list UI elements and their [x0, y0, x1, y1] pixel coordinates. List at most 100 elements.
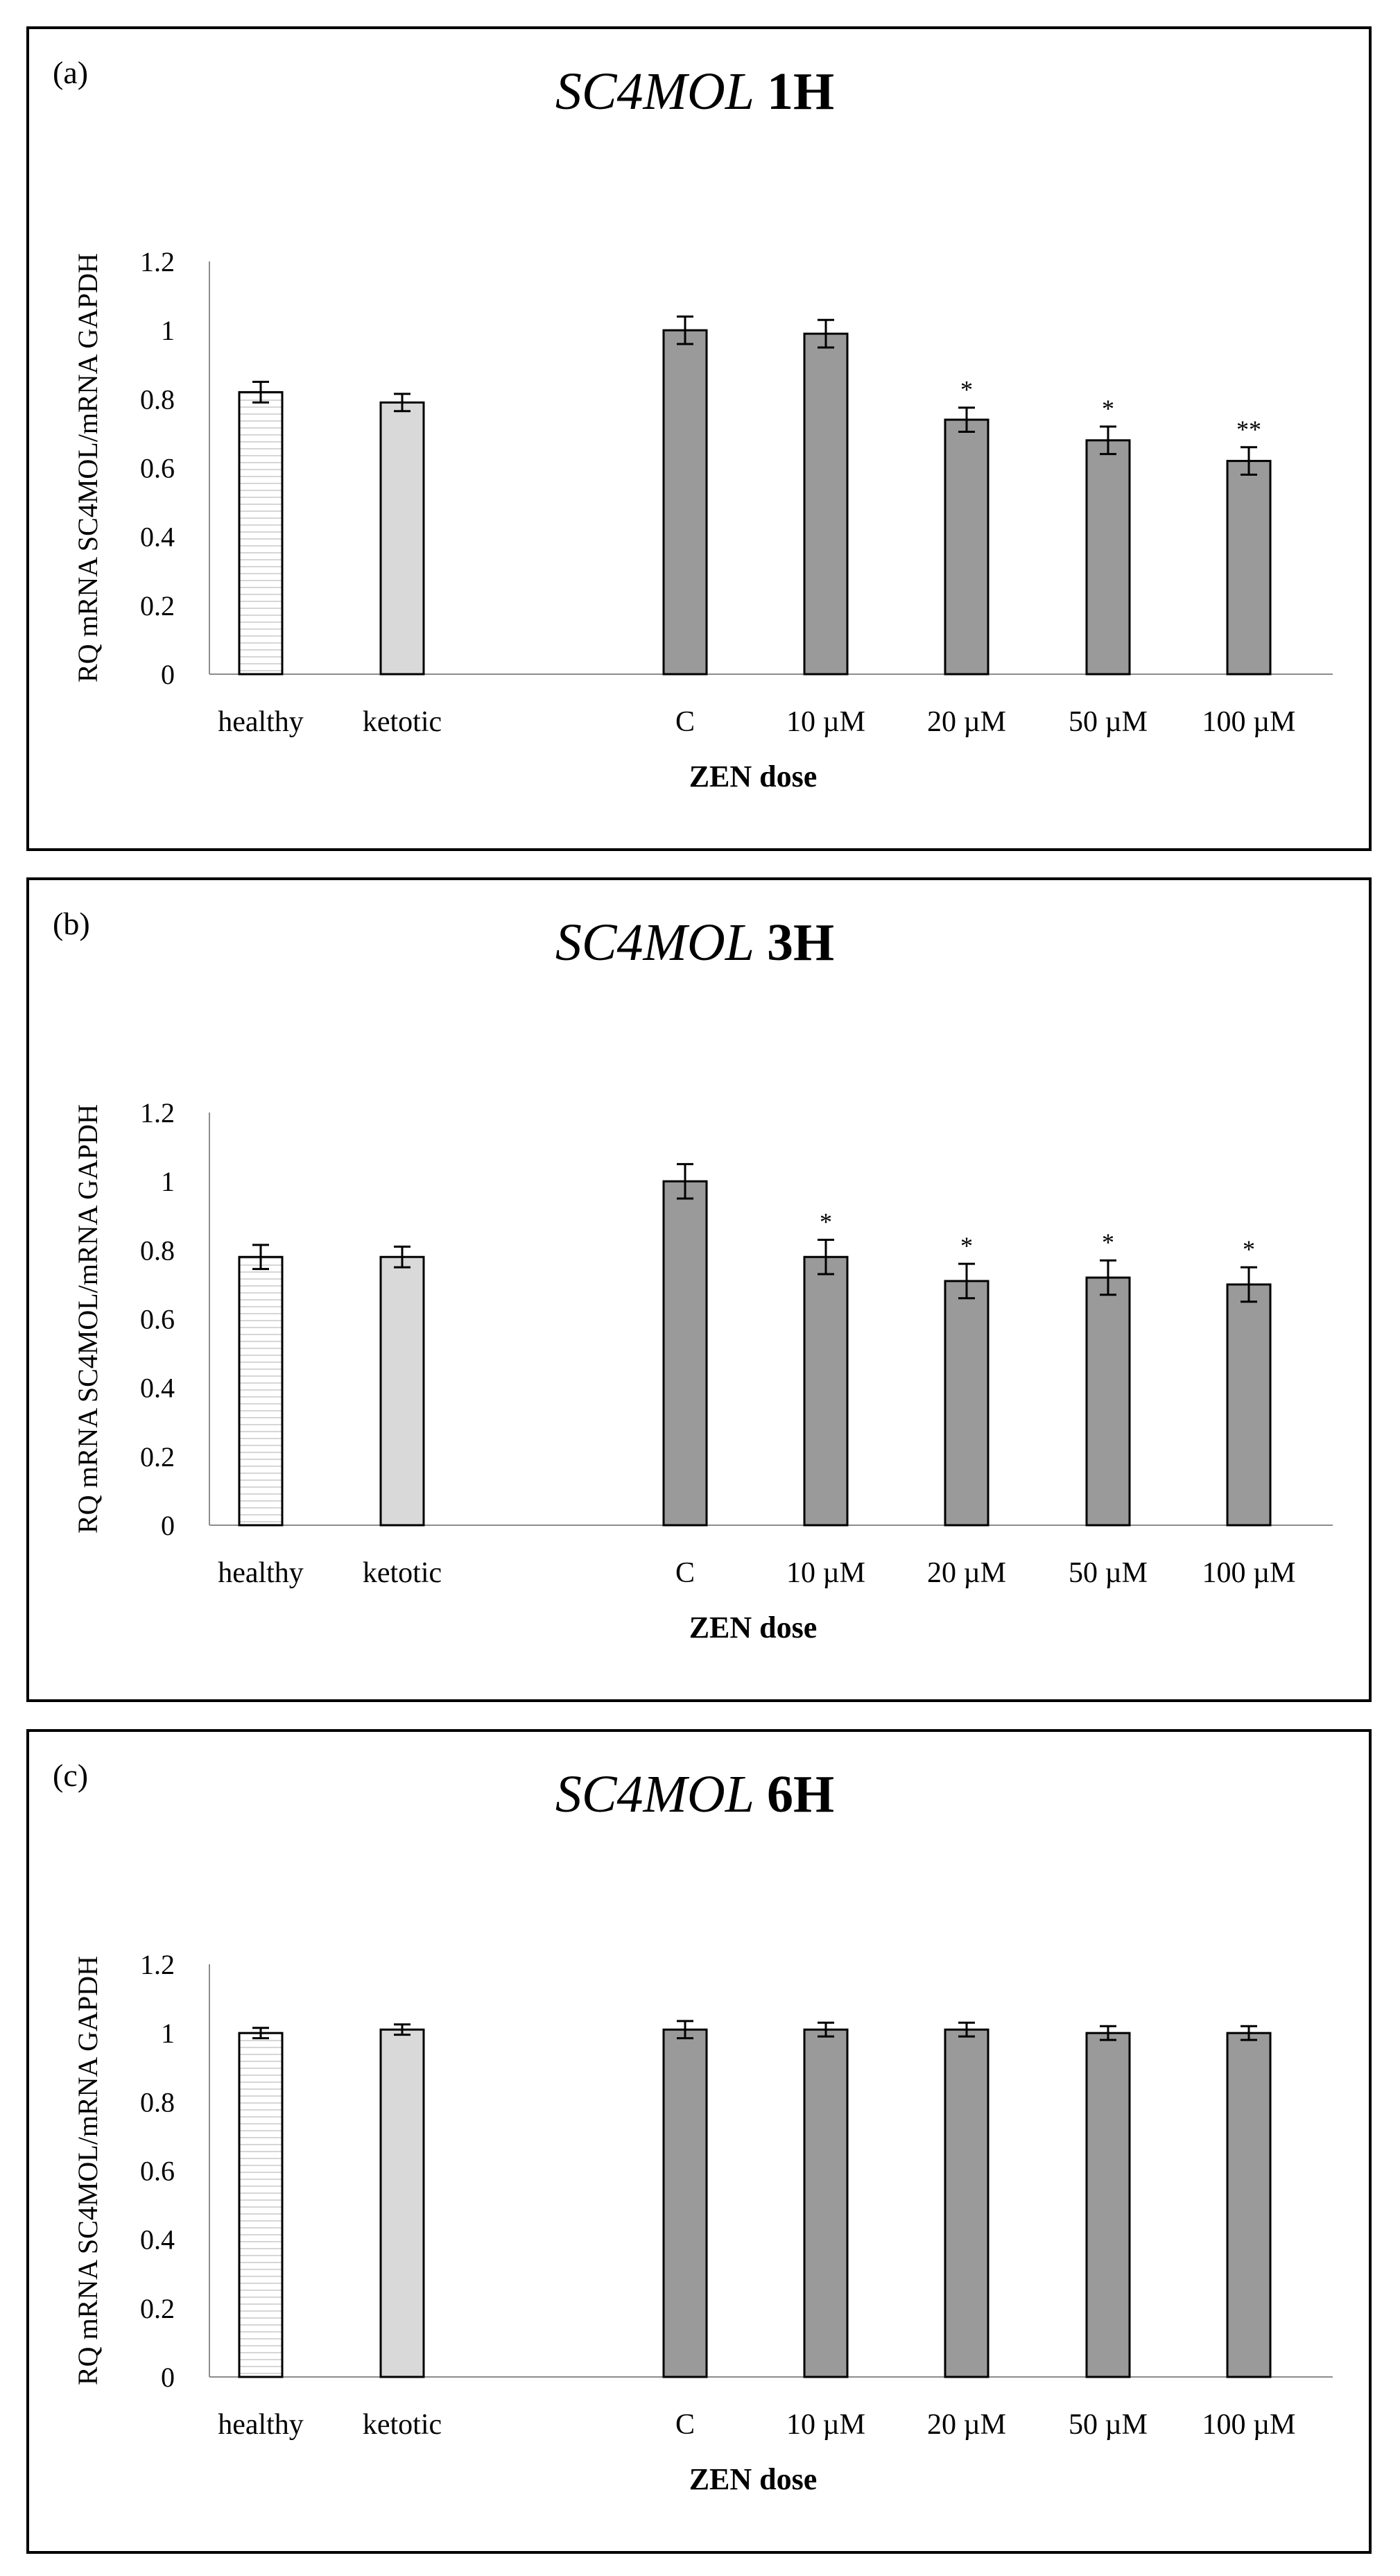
error-bar	[1241, 446, 1257, 476]
y-tick-label: 0.6	[140, 453, 175, 484]
bar-healthy	[238, 1255, 284, 1527]
bar-50-uM	[1085, 439, 1131, 676]
y-tick-label: 1.2	[140, 1097, 175, 1128]
error-bar	[677, 1162, 693, 1200]
y-tick-label: 1	[161, 1166, 175, 1197]
y-tick-label: 0.6	[140, 2156, 175, 2187]
x-tick-label: 100 µM	[1202, 2409, 1295, 2441]
y-axis-label: RQ mRNA SC4MOL/mRNA GAPDH	[72, 253, 103, 682]
error-bar	[1241, 2025, 1257, 2041]
error-bar	[252, 1244, 269, 1271]
y-tick-label: 1	[161, 2018, 175, 2049]
x-tick-label: 10 µM	[786, 706, 865, 738]
significance-marker: *	[1102, 1228, 1114, 1256]
bar-50-uM	[1085, 2032, 1131, 2378]
x-axis-label: ZEN dose	[689, 2462, 818, 2496]
error-bar	[1100, 1259, 1116, 1296]
x-tick-label: C	[675, 706, 695, 738]
chart-title: SC4MOL 3H	[555, 913, 834, 972]
x-tick-label: C	[675, 2409, 695, 2441]
y-tick-label: 0.2	[140, 2293, 175, 2324]
y-axis-label: RQ mRNA SC4MOL/mRNA GAPDH	[72, 1104, 103, 1534]
x-tick-label: healthy	[218, 1557, 304, 1589]
significance-marker: *	[960, 376, 973, 404]
x-tick-label: 20 µM	[927, 2409, 1006, 2441]
y-tick-label: 0	[161, 2362, 175, 2393]
bar-healthy	[238, 2032, 284, 2378]
significance-marker: *	[1243, 1235, 1255, 1263]
x-tick-label: ketotic	[363, 2409, 442, 2441]
error-bar	[252, 2027, 269, 2040]
y-tick-label: 0.8	[140, 384, 175, 415]
y-tick-label: 0.2	[140, 1441, 175, 1472]
x-tick-label: 100 µM	[1202, 706, 1295, 738]
chart-panel-a: (a) SC4MOL 1H 0 0.2 0.4 0.6 0.8 1 1.2 RQ mRNA SC4M…	[26, 26, 1372, 851]
y-tick-label: 1	[161, 315, 175, 346]
error-bar	[394, 2023, 411, 2036]
x-tick-label: 10 µM	[786, 1557, 865, 1589]
y-tick-label: 1.2	[140, 1949, 175, 1980]
y-tick-label: 1.2	[140, 246, 175, 277]
bar-20-uM	[944, 2028, 989, 2378]
y-tick-label: 0.8	[140, 1235, 175, 1266]
error-bar	[958, 406, 975, 433]
chart-title: SC4MOL 6H	[555, 1765, 834, 1823]
chart-panel-c: (c) SC4MOL 6H 0 0.2 0.4 0.6 0.8 1 1.2 RQ mRNA SC4M…	[26, 1729, 1372, 2554]
x-tick-label: 50 µM	[1069, 706, 1148, 738]
bar-C	[662, 2028, 708, 2378]
significance-marker: *	[960, 1232, 973, 1260]
panel-label: (a)	[53, 55, 88, 90]
error-bar	[958, 2021, 975, 2038]
bar-10-uM	[803, 2028, 849, 2378]
error-bar	[818, 2021, 834, 2038]
bar-C	[662, 1180, 708, 1527]
error-bar	[677, 2020, 693, 2040]
bar-chart-svg: (b) SC4MOL 3H 0 0.2 0.4 0.6 0.8 1 1.2 RQ mRNA SC4M…	[53, 906, 1333, 1645]
bar-10-uM	[803, 1255, 849, 1527]
error-bar	[1241, 1266, 1257, 1303]
x-tick-label: 10 µM	[786, 2409, 865, 2441]
significance-marker: *	[820, 1208, 832, 1235]
error-bar	[818, 1238, 834, 1276]
error-bar	[818, 318, 834, 349]
chart-panel-b: (b) SC4MOL 3H 0 0.2 0.4 0.6 0.8 1 1.2 RQ mRNA SC4M…	[26, 877, 1372, 1702]
bar-chart-svg: (c) SC4MOL 6H 0 0.2 0.4 0.6 0.8 1 1.2 RQ mRNA SC4M…	[53, 1758, 1333, 2496]
bar-ketotic	[379, 1255, 425, 1527]
y-tick-label: 0.6	[140, 1304, 175, 1335]
error-bar	[252, 381, 269, 404]
bar-ketotic	[379, 2028, 425, 2378]
x-tick-label: 20 µM	[927, 1557, 1006, 1589]
x-tick-label: ketotic	[363, 1557, 442, 1589]
bar-ketotic	[379, 401, 425, 676]
bar-chart-svg: (a) SC4MOL 1H 0 0.2 0.4 0.6 0.8 1 1.2 RQ mRNA SC4M…	[53, 55, 1333, 793]
bar-healthy	[238, 390, 284, 676]
x-tick-label: C	[675, 1557, 695, 1589]
y-tick-label: 0.4	[140, 2224, 175, 2256]
bar-C	[662, 329, 708, 676]
significance-marker: **	[1236, 415, 1261, 443]
error-bar	[677, 315, 693, 345]
y-tick-label: 0.2	[140, 590, 175, 621]
x-tick-label: healthy	[218, 706, 304, 738]
error-bar	[394, 393, 411, 413]
x-axis-label: ZEN dose	[689, 759, 818, 793]
y-tick-label: 0	[161, 659, 175, 690]
significance-marker: *	[1102, 395, 1114, 422]
panel-label: (b)	[53, 906, 90, 941]
x-tick-label: healthy	[218, 2409, 304, 2441]
bar-50-uM	[1085, 1276, 1131, 1527]
y-tick-label: 0.4	[140, 522, 175, 553]
y-axis-label: RQ mRNA SC4MOL/mRNA GAPDH	[72, 1956, 103, 2385]
y-tick-label: 0	[161, 1510, 175, 1541]
x-tick-label: 50 µM	[1069, 1557, 1148, 1589]
x-tick-label: 50 µM	[1069, 2409, 1148, 2441]
y-tick-label: 0.8	[140, 2086, 175, 2118]
error-bar	[1100, 425, 1116, 456]
bar-20-uM	[944, 1280, 989, 1527]
x-tick-label: 20 µM	[927, 706, 1006, 738]
error-bar	[1100, 2025, 1116, 2041]
y-tick-label: 0.4	[140, 1373, 175, 1404]
chart-title: SC4MOL 1H	[555, 62, 834, 121]
bar-100-uM	[1226, 2032, 1272, 2378]
panel-label: (c)	[53, 1758, 88, 1793]
